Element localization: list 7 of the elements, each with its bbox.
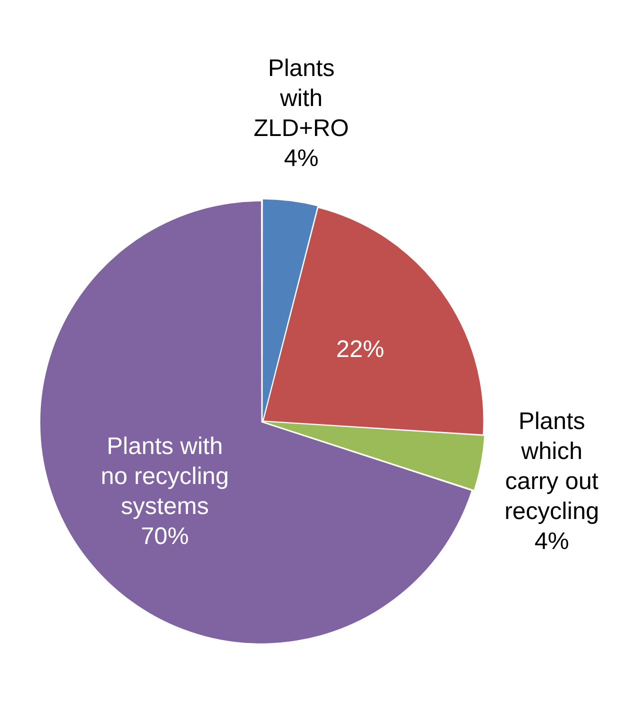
slice-label: Plants with ZLD+RO: [254, 55, 349, 142]
data-label: 4%: [284, 145, 319, 172]
data-label: 70%: [140, 523, 189, 550]
data-label: 4%: [534, 528, 570, 555]
slice-label: Plants with no recycling systems: [100, 433, 229, 520]
data-label: 22%: [336, 336, 384, 364]
slice-label: Plants which carry out recycling: [504, 408, 600, 525]
